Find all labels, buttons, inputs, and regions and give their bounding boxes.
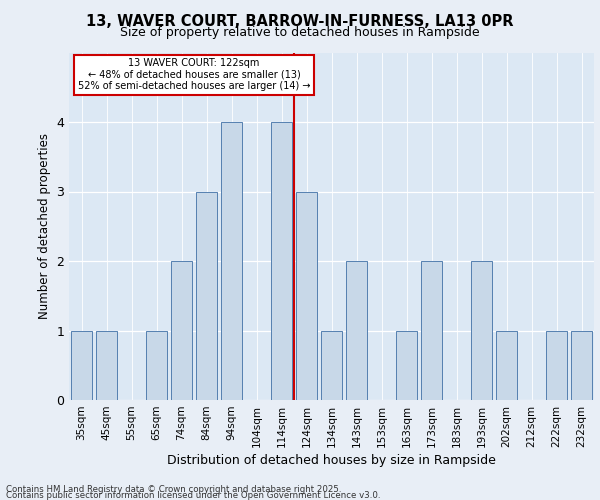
Bar xyxy=(271,122,292,400)
Bar xyxy=(171,261,192,400)
Bar xyxy=(346,261,367,400)
Bar xyxy=(396,330,417,400)
Bar xyxy=(471,261,492,400)
Bar xyxy=(221,122,242,400)
Text: 13, WAVER COURT, BARROW-IN-FURNESS, LA13 0PR: 13, WAVER COURT, BARROW-IN-FURNESS, LA13… xyxy=(86,14,514,29)
Text: Contains HM Land Registry data © Crown copyright and database right 2025.: Contains HM Land Registry data © Crown c… xyxy=(6,485,341,494)
Bar xyxy=(296,192,317,400)
Y-axis label: Number of detached properties: Number of detached properties xyxy=(38,133,50,320)
Text: Size of property relative to detached houses in Rampside: Size of property relative to detached ho… xyxy=(120,26,480,39)
Text: Contains public sector information licensed under the Open Government Licence v3: Contains public sector information licen… xyxy=(6,491,380,500)
Bar xyxy=(71,330,92,400)
Bar xyxy=(321,330,342,400)
X-axis label: Distribution of detached houses by size in Rampside: Distribution of detached houses by size … xyxy=(167,454,496,467)
Bar xyxy=(96,330,117,400)
Text: 13 WAVER COURT: 122sqm
← 48% of detached houses are smaller (13)
52% of semi-det: 13 WAVER COURT: 122sqm ← 48% of detached… xyxy=(78,58,310,92)
Bar xyxy=(571,330,592,400)
Bar xyxy=(196,192,217,400)
Bar xyxy=(421,261,442,400)
Bar xyxy=(496,330,517,400)
Bar xyxy=(546,330,567,400)
Bar xyxy=(146,330,167,400)
